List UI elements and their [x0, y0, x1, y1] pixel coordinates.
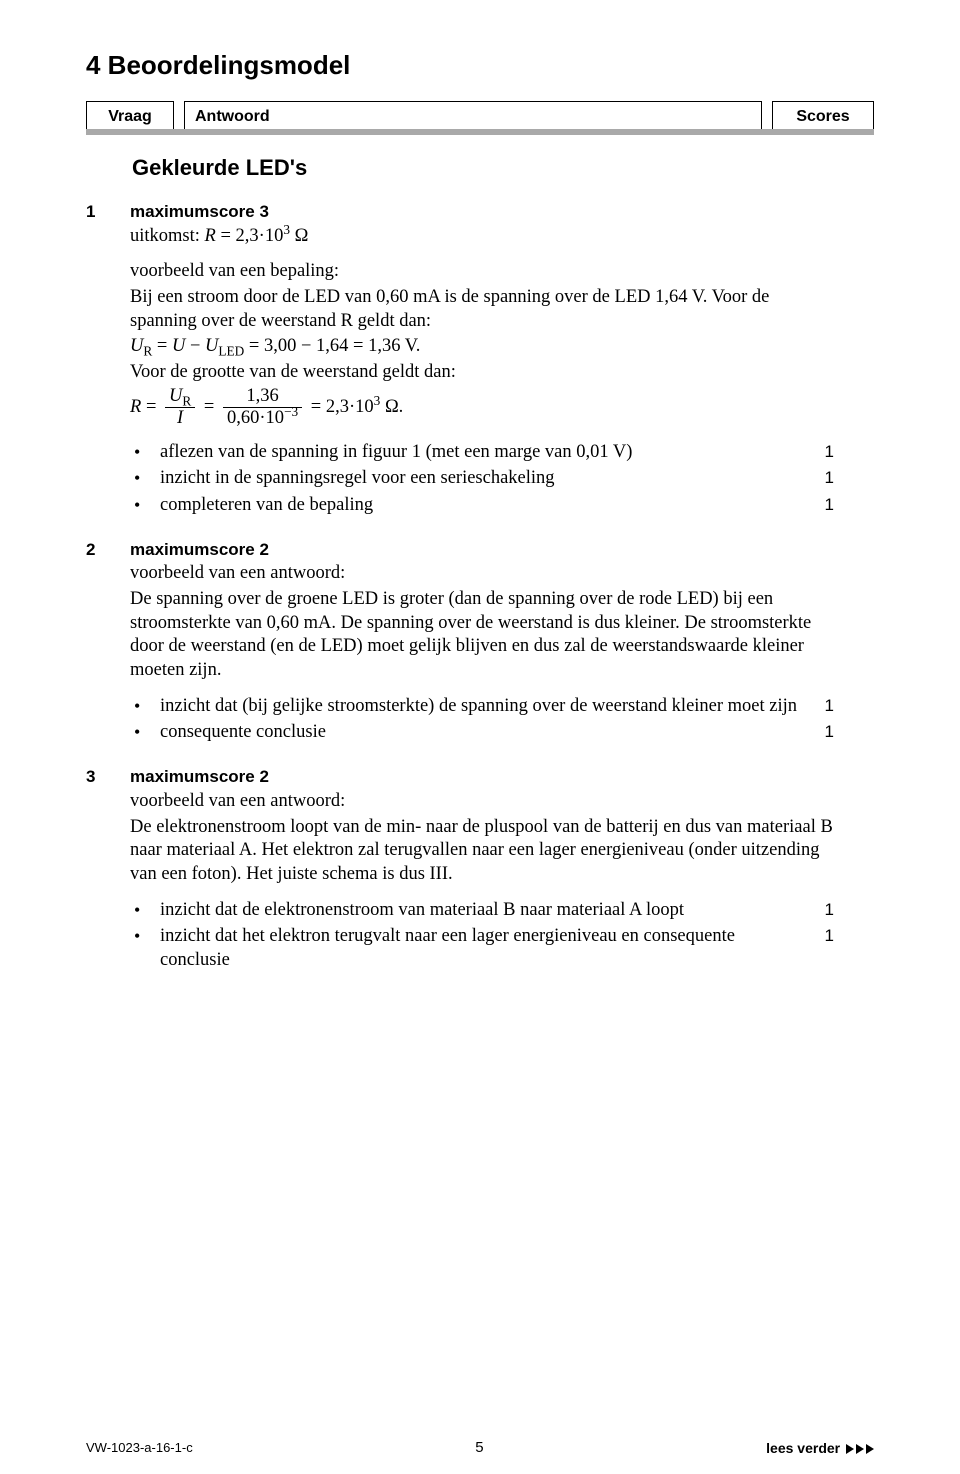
UR-sub: R — [143, 344, 152, 359]
arrow-icon — [866, 1444, 874, 1454]
bullet-score: 1 — [802, 441, 834, 465]
bullet-item: inzicht in de spanningsregel voor een se… — [130, 467, 834, 491]
q3-bullets: inzicht dat de elektronenstroom van mate… — [130, 899, 834, 973]
frac-eq2: = — [199, 397, 219, 417]
bullet-text: inzicht in de spanningsregel voor een se… — [160, 467, 802, 491]
intro-line: Bij een stroom door de LED van 0,60 mA i… — [130, 286, 834, 333]
bullet-item: aflezen van de spanning in figuur 1 (met… — [130, 441, 834, 465]
question-3: 3 maximumscore 2 voorbeeld van een antwo… — [86, 766, 874, 975]
question-number: 1 — [86, 201, 130, 222]
bullet-item: inzicht dat het elektron terugvalt naar … — [130, 925, 834, 972]
bullet-text: aflezen van de spanning in figuur 1 (met… — [160, 441, 802, 465]
body-text: De elektronenstroom loopt van de min- na… — [130, 816, 834, 887]
lees-verder-label: lees verder — [766, 1440, 844, 1456]
bullet-item: inzicht dat de elektronenstroom van mate… — [130, 899, 834, 923]
bullet-score: 1 — [802, 721, 834, 745]
max-score-label: maximumscore 2 — [130, 766, 834, 788]
UR-U: U — [130, 336, 143, 356]
body-text: De spanning over de groene LED is groter… — [130, 588, 834, 683]
bullet-score: 1 — [802, 467, 834, 491]
bullet-text: inzicht dat het elektron terugvalt naar … — [160, 925, 802, 972]
bullet-text: inzicht dat de elektronenstroom van mate… — [160, 899, 802, 923]
uitkomst-prefix: uitkomst: — [130, 226, 205, 246]
voorbeeld-line: voorbeeld van een bepaling: — [130, 260, 834, 284]
frac1-num-sub: R — [182, 393, 191, 408]
UR-U2: U — [172, 336, 185, 356]
eq-R: = 2,3·10 — [216, 226, 283, 246]
bullet-text: completeren van de bepaling — [160, 494, 802, 518]
bullet-text: inzicht dat (bij gelijke stroomsterkte) … — [160, 695, 802, 719]
subject-heading: Gekleurde LED's — [132, 155, 874, 181]
arrow-icon — [846, 1444, 854, 1454]
exp-R: 3 — [283, 222, 290, 237]
header-bar: Vraag Antwoord Scores — [86, 101, 874, 133]
q1-bullets: aflezen van de spanning in figuur 1 (met… — [130, 441, 834, 518]
bullet-score: 1 — [802, 494, 834, 518]
UR-eq1: = — [152, 336, 172, 356]
lead-line: voorbeeld van een antwoord: — [130, 562, 834, 586]
unit-ohm: Ω — [290, 226, 308, 246]
tail-eq: = 2,3·10 — [306, 397, 373, 417]
bullet-item: completeren van de bepaling1 — [130, 494, 834, 518]
frac2-den-pre: 0,60·10 — [227, 408, 284, 428]
question-number: 2 — [86, 539, 130, 560]
UR-minus: − — [185, 336, 205, 356]
fraction-2: 1,36 0,60·10−3 — [223, 387, 302, 429]
UR-equation: UR = U − ULED = 3,00 − 1,64 = 1,36 V. — [130, 335, 834, 359]
max-score-label: maximumscore 3 — [130, 201, 834, 223]
bullet-score: 1 — [802, 695, 834, 719]
UR-ULED-sub: LED — [218, 344, 244, 359]
page: 4 Beoordelingsmodel Vraag Antwoord Score… — [0, 0, 960, 1474]
max-score-label: maximumscore 2 — [130, 539, 834, 561]
bullet-text: consequente conclusie — [160, 721, 802, 745]
question-number: 3 — [86, 766, 130, 787]
frac1-den: I — [177, 408, 183, 428]
uitkomst-line: uitkomst: R = 2,3·103 Ω — [130, 225, 834, 249]
lees-verder: lees verder — [766, 1440, 874, 1456]
fraction-equation: R = UR I = 1,36 0,60·10−3 = 2,3·103 Ω. — [130, 387, 834, 429]
bullet-score: 1 — [802, 925, 834, 972]
arrow-icon — [856, 1444, 864, 1454]
lead-line: voorbeeld van een antwoord: — [130, 790, 834, 814]
frac-eq1: = — [141, 397, 161, 417]
tail-unit: Ω. — [380, 397, 403, 417]
var-R: R — [205, 226, 216, 246]
grootte-line: Voor de grootte van de weerstand geldt d… — [130, 361, 834, 385]
page-number: 5 — [193, 1439, 766, 1456]
UR-ULED-U: U — [205, 336, 218, 356]
frac2-den-exp: −3 — [284, 404, 298, 419]
frac1-num-U: U — [169, 386, 182, 406]
question-body: maximumscore 2 voorbeeld van een antwoor… — [130, 539, 874, 748]
bullet-item: inzicht dat (bij gelijke stroomsterkte) … — [130, 695, 834, 719]
question-body: maximumscore 2 voorbeeld van een antwoor… — [130, 766, 874, 975]
header-underline — [86, 129, 874, 135]
page-footer: VW-1023-a-16-1-c 5 lees verder — [86, 1439, 874, 1456]
bullet-item: consequente conclusie1 — [130, 721, 834, 745]
UR-vals: = 3,00 − 1,64 = 1,36 V. — [244, 336, 420, 356]
frac-R: R — [130, 397, 141, 417]
fraction-1: UR I — [165, 387, 195, 429]
doc-id: VW-1023-a-16-1-c — [86, 1440, 193, 1455]
bullet-score: 1 — [802, 899, 834, 923]
question-2: 2 maximumscore 2 voorbeeld van een antwo… — [86, 539, 874, 748]
question-1: 1 maximumscore 3 uitkomst: R = 2,3·103 Ω… — [86, 201, 874, 521]
question-body: maximumscore 3 uitkomst: R = 2,3·103 Ω v… — [130, 201, 874, 521]
section-heading: 4 Beoordelingsmodel — [86, 50, 874, 81]
q2-bullets: inzicht dat (bij gelijke stroomsterkte) … — [130, 695, 834, 745]
